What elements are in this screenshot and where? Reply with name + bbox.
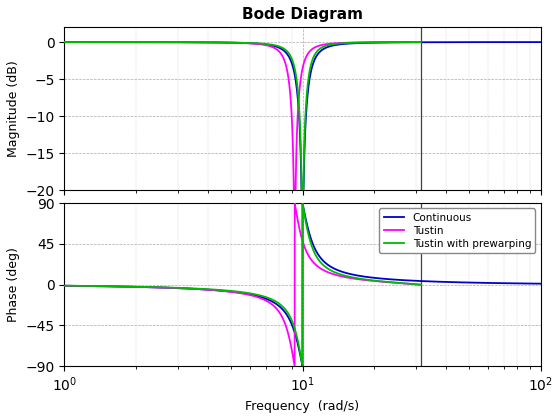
Continuous [148,285,155,290]
Tustin [326,270,333,276]
Tustin [165,285,172,290]
Tustin [291,363,298,368]
Continuous [537,281,544,286]
Continuous [61,283,68,288]
Line: Continuous: Continuous [64,203,540,366]
Tustin with prewarping [66,283,73,288]
Tustin [61,283,68,288]
Tustin with prewarping [165,285,172,290]
Tustin [417,282,424,287]
X-axis label: Frequency  (rad/s): Frequency (rad/s) [245,400,360,413]
Legend: Continuous, Tustin, Tustin with prewarping: Continuous, Tustin, Tustin with prewarpi… [379,208,535,253]
Tustin with prewarping [337,272,344,277]
Continuous [347,271,353,276]
Y-axis label: Phase (deg): Phase (deg) [7,247,20,322]
Y-axis label: Magnitude (dB): Magnitude (dB) [7,60,20,157]
Continuous [452,280,459,285]
Tustin [260,297,267,302]
Tustin [291,201,298,206]
Tustin with prewarping [299,363,306,368]
Title: Bode Diagram: Bode Diagram [242,7,363,22]
Continuous [243,291,250,296]
Tustin with prewarping [61,283,68,288]
Tustin with prewarping [326,268,333,273]
Tustin with prewarping [285,312,292,317]
Continuous [299,363,306,368]
Tustin [337,274,344,279]
Tustin [66,284,73,289]
Tustin with prewarping [260,294,267,299]
Line: Tustin: Tustin [64,203,421,366]
Tustin with prewarping [417,282,424,287]
Continuous [417,278,423,284]
Continuous [371,276,377,281]
Line: Tustin with prewarping: Tustin with prewarping [64,204,421,366]
Tustin with prewarping [299,201,306,206]
Tustin [285,333,292,338]
Continuous [299,201,306,206]
